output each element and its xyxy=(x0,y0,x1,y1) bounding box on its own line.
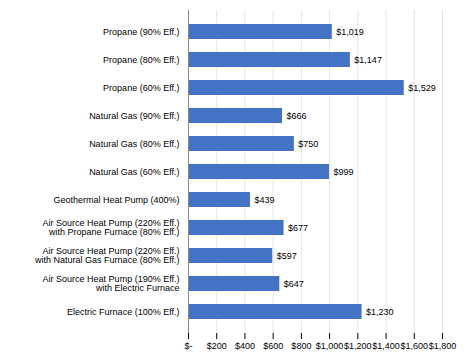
svg-text:$-: $- xyxy=(184,341,192,351)
svg-text:$200: $200 xyxy=(207,341,227,351)
svg-text:Air Source Heat Pump (220% Eff: Air Source Heat Pump (220% Eff.)with Nat… xyxy=(34,246,179,265)
svg-text:$677: $677 xyxy=(288,223,308,233)
svg-text:Geothermal Heat Pump (400%): Geothermal Heat Pump (400%) xyxy=(53,195,179,205)
svg-text:$1,400: $1,400 xyxy=(372,341,400,351)
svg-text:Propane (60% Eff.): Propane (60% Eff.) xyxy=(103,83,179,93)
svg-text:Electric Furnace (100% Eff.): Electric Furnace (100% Eff.) xyxy=(67,307,179,317)
svg-text:Air Source Heat Pump (220% Eff: Air Source Heat Pump (220% Eff.)with Pro… xyxy=(43,218,180,237)
svg-text:$1,000: $1,000 xyxy=(316,341,344,351)
svg-text:Propane (80% Eff.): Propane (80% Eff.) xyxy=(103,55,179,65)
svg-text:$1,600: $1,600 xyxy=(401,341,429,351)
svg-text:$999: $999 xyxy=(333,167,353,177)
svg-text:$1,800: $1,800 xyxy=(429,341,457,351)
svg-text:$400: $400 xyxy=(235,341,255,351)
svg-text:$750: $750 xyxy=(298,139,318,149)
svg-text:$600: $600 xyxy=(263,341,283,351)
svg-text:$666: $666 xyxy=(286,111,306,121)
svg-text:$647: $647 xyxy=(284,279,304,289)
svg-text:Air Source Heat Pump (190% Eff: Air Source Heat Pump (190% Eff.)with Ele… xyxy=(43,274,180,293)
svg-text:$1,529: $1,529 xyxy=(408,83,436,93)
svg-text:Natural Gas (80% Eff.): Natural Gas (80% Eff.) xyxy=(89,139,179,149)
svg-text:Natural Gas (90% Eff.): Natural Gas (90% Eff.) xyxy=(89,111,179,121)
svg-text:$1,200: $1,200 xyxy=(344,341,372,351)
svg-text:$800: $800 xyxy=(291,341,311,351)
svg-text:$439: $439 xyxy=(254,195,274,205)
svg-text:$1,147: $1,147 xyxy=(354,55,382,65)
svg-text:$1,230: $1,230 xyxy=(366,307,394,317)
svg-text:Natural Gas (60% Eff.): Natural Gas (60% Eff.) xyxy=(89,167,179,177)
svg-text:Propane (90% Eff.): Propane (90% Eff.) xyxy=(103,27,179,37)
svg-text:$597: $597 xyxy=(277,251,297,261)
svg-text:$1,019: $1,019 xyxy=(336,27,364,37)
